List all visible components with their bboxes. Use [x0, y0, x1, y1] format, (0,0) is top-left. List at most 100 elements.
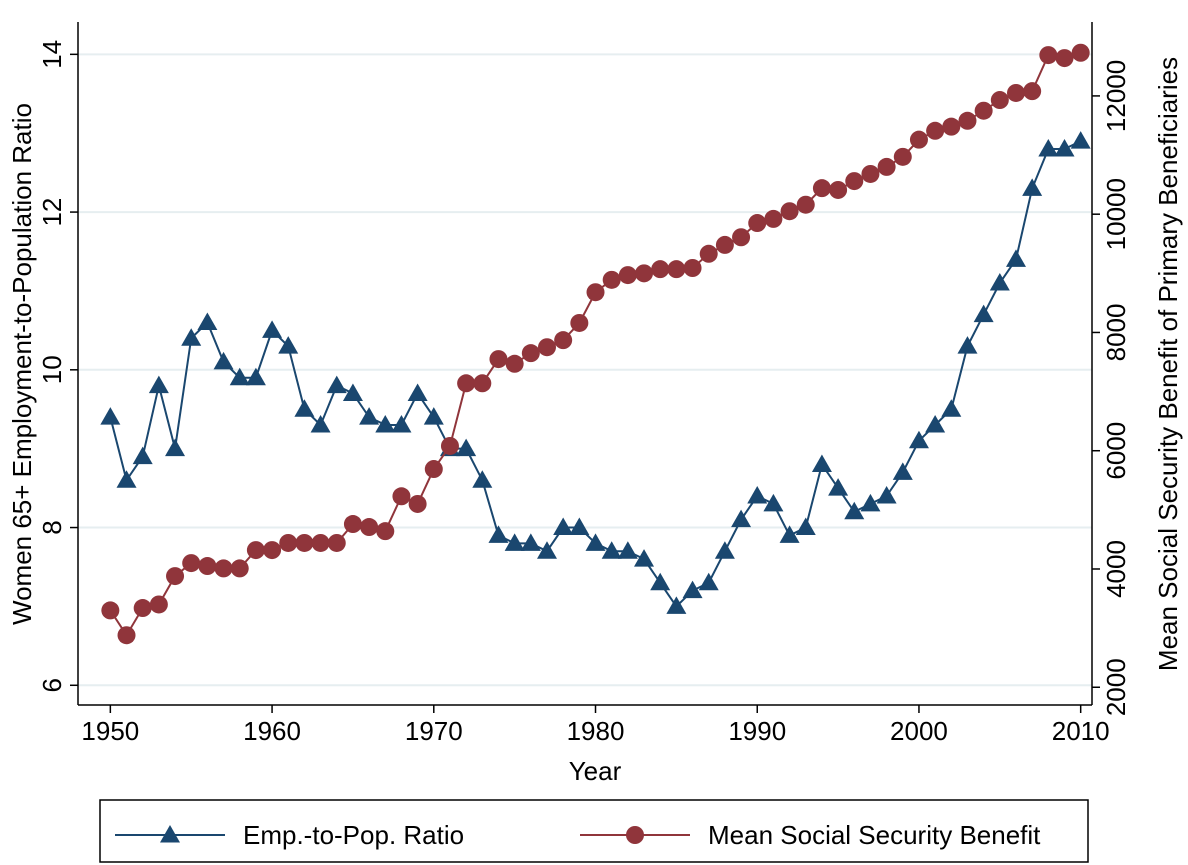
data-point — [795, 517, 816, 536]
data-point — [844, 501, 865, 520]
data-point — [246, 541, 265, 560]
data-point — [635, 264, 654, 283]
data-point — [586, 283, 605, 302]
data-point — [1022, 178, 1043, 196]
data-point — [811, 454, 832, 472]
data-point — [909, 130, 928, 149]
data-point — [263, 541, 282, 560]
data-point — [958, 111, 977, 130]
data-point — [117, 626, 136, 645]
x-tick-label: 2010 — [1052, 716, 1110, 746]
x-tick-label: 1990 — [728, 716, 786, 746]
data-point — [536, 541, 557, 559]
data-point — [537, 338, 556, 357]
data-point — [714, 541, 735, 559]
x-tick-label: 1950 — [81, 716, 139, 746]
x-tick-label: 1960 — [243, 716, 301, 746]
data-point — [376, 522, 395, 541]
data-point — [1006, 83, 1025, 102]
data-point — [294, 399, 315, 417]
data-point — [828, 478, 849, 496]
data-point — [942, 117, 961, 136]
data-point — [279, 533, 298, 552]
data-point — [423, 407, 444, 425]
data-point — [908, 430, 929, 449]
x-tick-label: 1970 — [405, 716, 463, 746]
data-point — [601, 541, 622, 559]
data-point — [359, 407, 380, 425]
legend-box — [99, 799, 1089, 863]
data-point — [989, 273, 1010, 291]
legend-marker — [626, 826, 644, 844]
data-point — [925, 415, 946, 433]
legend-label: Mean Social Security Benefit — [708, 820, 1041, 850]
data-point — [715, 235, 734, 254]
data-point — [957, 336, 978, 354]
data-point — [214, 559, 233, 578]
data-point — [148, 375, 169, 394]
data-point — [585, 533, 606, 551]
data-point — [326, 375, 347, 394]
data-point — [295, 533, 314, 552]
data-point — [1039, 46, 1058, 65]
data-point — [391, 415, 412, 433]
data-point — [181, 328, 202, 346]
data-point — [1005, 249, 1026, 267]
data-point — [473, 374, 492, 393]
data-point — [440, 436, 459, 455]
data-point — [634, 549, 655, 567]
data-point — [504, 533, 525, 551]
data-point — [553, 517, 574, 536]
data-point — [456, 438, 477, 457]
y2-tick-label: 6000 — [1101, 422, 1131, 480]
data-point — [861, 164, 880, 183]
data-point — [666, 596, 687, 614]
data-point — [570, 313, 589, 332]
data-point — [424, 460, 443, 479]
data-point — [650, 572, 671, 591]
legend-label: Emp.-to-Pop. Ratio — [243, 820, 464, 850]
data-point — [941, 399, 962, 417]
data-point — [521, 344, 540, 363]
y-tick-label: 8 — [37, 520, 67, 534]
y2-tick-label: 8000 — [1101, 304, 1131, 362]
x-axis-label: Year — [569, 756, 622, 786]
data-point — [860, 493, 881, 512]
data-point — [343, 515, 362, 534]
data-point — [1038, 138, 1059, 157]
data-point — [213, 351, 234, 370]
data-point — [262, 320, 283, 338]
data-point — [149, 595, 168, 614]
data-point — [1071, 43, 1090, 62]
data-point — [166, 567, 185, 586]
data-point — [245, 367, 266, 386]
y2-tick-label: 12000 — [1101, 60, 1131, 132]
y2-tick-label: 2000 — [1101, 658, 1131, 716]
data-point — [748, 214, 767, 233]
data-point — [683, 258, 702, 277]
data-point — [100, 407, 121, 425]
y2-tick-label: 10000 — [1101, 178, 1131, 250]
data-point — [132, 446, 153, 465]
data-point — [747, 485, 768, 504]
y-tick-label: 12 — [37, 198, 67, 227]
data-point — [1055, 49, 1074, 68]
data-point — [618, 266, 637, 285]
x-tick-label: 2000 — [890, 716, 948, 746]
data-point — [407, 383, 428, 401]
y-tick-label: 14 — [37, 40, 67, 69]
data-point — [488, 525, 509, 543]
data-point — [342, 383, 363, 401]
data-point — [278, 336, 299, 354]
data-point — [197, 312, 218, 330]
data-point — [926, 121, 945, 140]
data-point — [667, 260, 686, 279]
data-point — [602, 270, 621, 289]
data-point — [764, 209, 783, 228]
data-point — [699, 244, 718, 263]
data-point — [182, 554, 201, 573]
data-point — [973, 304, 994, 323]
data-point — [1023, 82, 1042, 101]
data-point — [457, 374, 476, 393]
data-point — [763, 493, 784, 512]
